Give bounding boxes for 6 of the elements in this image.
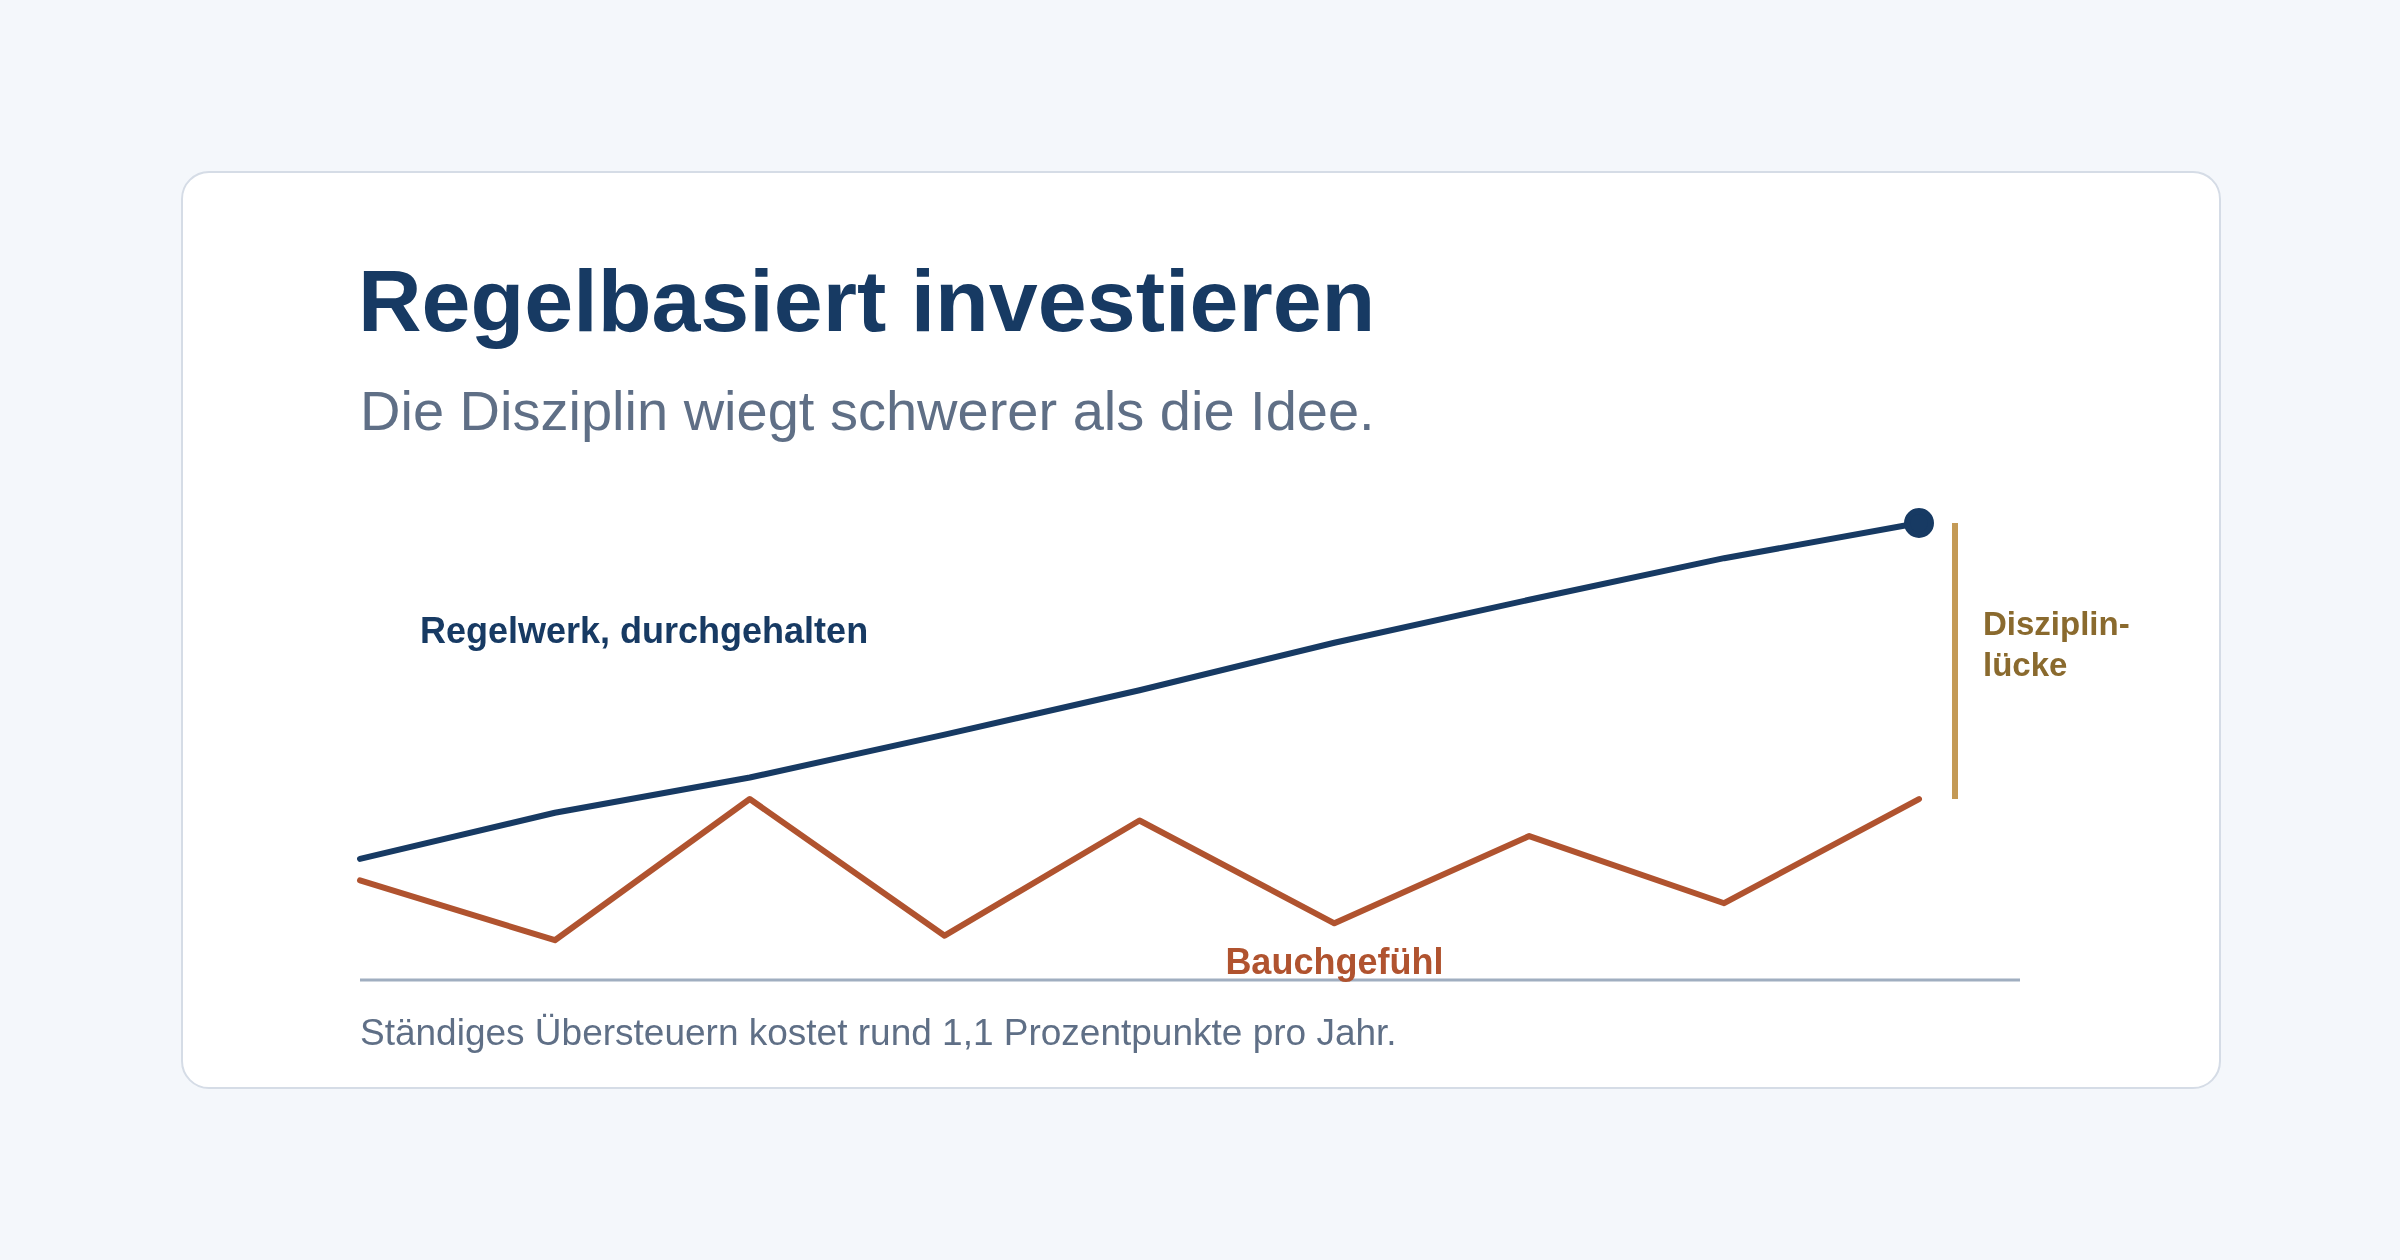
- annotation: Disziplin-lücke: [1983, 604, 2130, 686]
- series-label: Bauchgefühl: [1225, 941, 1444, 982]
- text: Regelwerk, durchgehalten: [420, 610, 869, 651]
- chart-title: Regelbasiert investieren: [358, 250, 1376, 352]
- chart-subtitle: Die Disziplin wiegt schwerer als die Idee.: [360, 378, 1375, 443]
- text: Ständiges Übersteuern kostet rund 1,1 Prozentpunkte pro Jahr.: [360, 1012, 1397, 1054]
